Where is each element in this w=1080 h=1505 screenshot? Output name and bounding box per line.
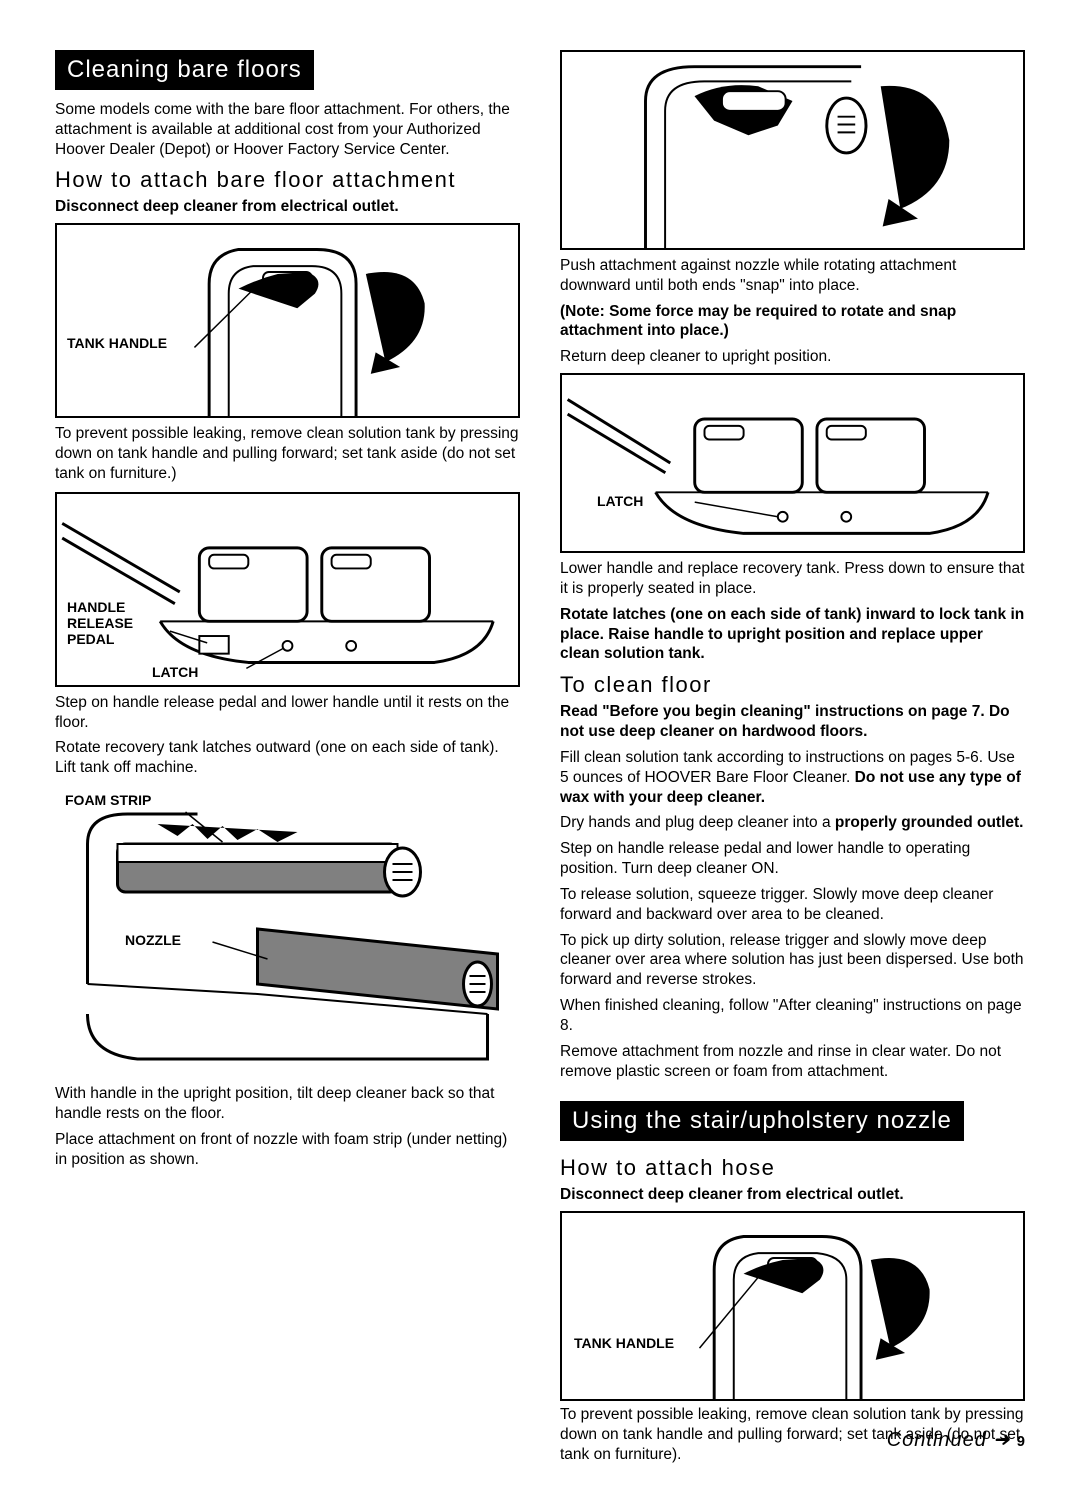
figure-latch-svg xyxy=(562,375,1023,551)
p-fill-tank: Fill clean solution tank according to in… xyxy=(560,748,1025,807)
p-lower-handle: Lower handle and replace recovery tank. … xyxy=(560,559,1025,599)
note-force: (Note: Some force may be required to rot… xyxy=(560,302,1025,342)
figure-tank-handle: TANK HANDLE xyxy=(55,223,520,418)
label-tank-handle: TANK HANDLE xyxy=(67,335,167,351)
figure-latch: LATCH xyxy=(560,373,1025,553)
subheading-attach-barefloor: How to attach bare floor attachment xyxy=(55,167,520,193)
figure-snap-svg xyxy=(562,52,1023,248)
left-column: Cleaning bare floors Some models come wi… xyxy=(55,50,520,1465)
label-tank-handle-2: TANK HANDLE xyxy=(574,1335,674,1351)
p-remove-tank: To prevent possible leaking, remove clea… xyxy=(55,424,520,483)
p-read-before: Read "Before you begin cleaning" instruc… xyxy=(560,702,1025,742)
figure-tank-handle-2: TANK HANDLE xyxy=(560,1211,1025,1401)
p-release-solution: To release solution, squeeze trigger. Sl… xyxy=(560,885,1025,925)
figure-tank-handle-svg xyxy=(57,225,518,416)
subheading-to-clean-floor: To clean floor xyxy=(560,672,1025,698)
figure-handle-release-svg xyxy=(57,494,518,685)
p-place-attachment: Place attachment on front of nozzle with… xyxy=(55,1130,520,1170)
p-tilt-back: With handle in the upright position, til… xyxy=(55,1084,520,1124)
intro-text: Some models come with the bare floor att… xyxy=(55,100,520,159)
label-latch-2: LATCH xyxy=(597,493,643,509)
p-push-attachment: Push attachment against nozzle while rot… xyxy=(560,256,1025,296)
page-columns: Cleaning bare floors Some models come wi… xyxy=(55,50,1025,1465)
label-handle-release-pedal: HANDLE RELEASE PEDAL xyxy=(67,599,147,647)
section-header-cleaning: Cleaning bare floors xyxy=(55,50,314,90)
footer-text-block: To prevent possible leaking, remove clea… xyxy=(560,1405,1025,1464)
p-return-upright: Return deep cleaner to upright position. xyxy=(560,347,1025,367)
figure-foam-strip-svg xyxy=(55,784,520,1074)
figure-foam-strip: FOAM STRIP NOZZLE xyxy=(55,784,520,1074)
label-nozzle: NOZZLE xyxy=(125,932,181,948)
disconnect-warning-1: Disconnect deep cleaner from electrical … xyxy=(55,197,520,217)
p-rotate-latches: Rotate recovery tank latches outward (on… xyxy=(55,738,520,778)
label-latch-1: LATCH xyxy=(152,664,198,680)
p-pickup-solution: To pick up dirty solution, release trigg… xyxy=(560,931,1025,990)
p-remove-attachment: Remove attachment from nozzle and rinse … xyxy=(560,1042,1025,1082)
figure-snap-attachment xyxy=(560,50,1025,250)
p-step-pedal: Step on handle release pedal and lower h… xyxy=(55,693,520,733)
figure-handle-release: HANDLE RELEASE PEDAL LATCH xyxy=(55,492,520,687)
label-foam-strip: FOAM STRIP xyxy=(65,792,151,808)
p-step-pedal-2: Step on handle release pedal and lower h… xyxy=(560,839,1025,879)
p-after-cleaning: When finished cleaning, follow "After cl… xyxy=(560,996,1025,1036)
section-header-stair-nozzle: Using the stair/upholstery nozzle xyxy=(560,1101,964,1141)
p-prevent-leaking-2: To prevent possible leaking, remove clea… xyxy=(560,1406,1024,1463)
p-dry-hands: Dry hands and plug deep cleaner into a p… xyxy=(560,813,1025,833)
figure-tank-handle-2-svg xyxy=(562,1213,1023,1399)
right-column: Push attachment against nozzle while rot… xyxy=(560,50,1025,1465)
subheading-attach-hose: How to attach hose xyxy=(560,1155,1025,1181)
p-rotate-inward: Rotate latches (one on each side of tank… xyxy=(560,605,1025,664)
disconnect-warning-2: Disconnect deep cleaner from electrical … xyxy=(560,1185,1025,1205)
